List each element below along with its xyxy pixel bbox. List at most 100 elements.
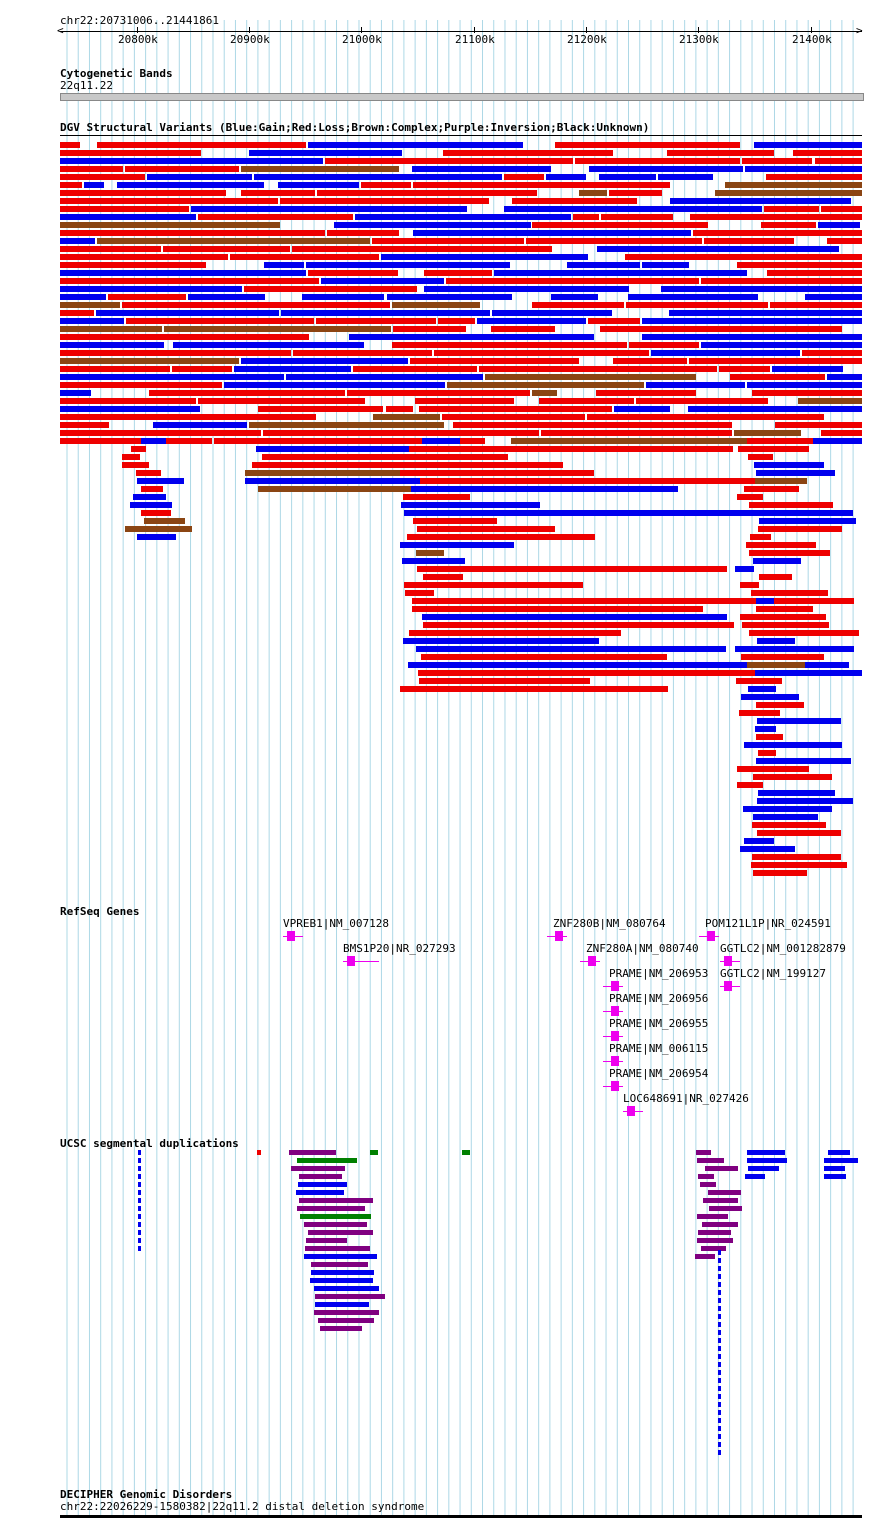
sv-feature[interactable] xyxy=(741,654,824,660)
sv-feature[interactable] xyxy=(669,310,862,316)
sv-feature[interactable] xyxy=(413,518,497,524)
sv-feature[interactable] xyxy=(756,470,835,476)
sv-feature[interactable] xyxy=(417,566,727,572)
segdup-feature[interactable] xyxy=(718,1298,721,1303)
sv-feature[interactable] xyxy=(60,182,82,188)
sv-feature[interactable] xyxy=(410,454,460,460)
segdup-feature[interactable] xyxy=(138,1198,141,1203)
sv-feature[interactable] xyxy=(401,502,540,508)
sv-feature[interactable] xyxy=(252,462,561,468)
sv-feature[interactable] xyxy=(412,598,854,604)
sv-feature[interactable] xyxy=(442,414,585,420)
sv-feature[interactable] xyxy=(737,766,809,772)
sv-feature[interactable] xyxy=(422,438,460,444)
segdup-feature[interactable] xyxy=(697,1238,733,1243)
segdup-feature[interactable] xyxy=(300,1214,371,1219)
sv-feature[interactable] xyxy=(758,750,776,756)
sv-feature[interactable] xyxy=(60,150,201,156)
gene-model[interactable] xyxy=(343,961,379,962)
sv-feature[interactable] xyxy=(821,430,862,436)
sv-feature[interactable] xyxy=(108,294,186,300)
sv-feature[interactable] xyxy=(412,166,551,172)
sv-feature[interactable] xyxy=(775,422,862,428)
segdup-feature[interactable] xyxy=(700,1182,716,1187)
sv-feature[interactable] xyxy=(735,646,854,652)
gene-label[interactable]: PRAME|NM_206956 xyxy=(609,992,709,1005)
sv-feature[interactable] xyxy=(755,670,862,676)
sv-feature[interactable] xyxy=(770,302,862,308)
segdup-feature[interactable] xyxy=(257,1150,261,1155)
sv-feature[interactable] xyxy=(387,294,512,300)
sv-feature[interactable] xyxy=(60,422,109,428)
sv-feature[interactable] xyxy=(754,462,824,468)
sv-feature[interactable] xyxy=(492,310,612,316)
segdup-feature[interactable] xyxy=(828,1150,850,1155)
sv-feature[interactable] xyxy=(125,526,192,532)
segdup-feature[interactable] xyxy=(718,1338,721,1343)
segdup-feature[interactable] xyxy=(138,1158,141,1163)
sv-feature[interactable] xyxy=(757,798,853,804)
sv-feature[interactable] xyxy=(599,174,656,180)
sv-feature[interactable] xyxy=(745,166,862,172)
sv-feature[interactable] xyxy=(734,430,801,436)
sv-feature[interactable] xyxy=(258,406,383,412)
segdup-feature[interactable] xyxy=(314,1286,379,1291)
sv-feature[interactable] xyxy=(749,630,859,636)
sv-feature[interactable] xyxy=(392,302,480,308)
sv-feature[interactable] xyxy=(753,870,807,876)
gene-label[interactable]: PRAME|NM_006115 xyxy=(609,1042,709,1055)
sv-feature[interactable] xyxy=(755,726,776,732)
segdup-feature[interactable] xyxy=(697,1214,728,1219)
segdup-feature[interactable] xyxy=(718,1378,721,1383)
sv-feature[interactable] xyxy=(245,470,477,476)
segdup-feature[interactable] xyxy=(289,1150,336,1155)
sv-feature[interactable] xyxy=(625,254,862,260)
sv-feature[interactable] xyxy=(539,398,634,404)
sv-feature[interactable] xyxy=(149,390,345,396)
sv-feature[interactable] xyxy=(373,414,440,420)
segdup-feature[interactable] xyxy=(718,1314,721,1319)
sv-feature[interactable] xyxy=(434,350,649,356)
sv-feature[interactable] xyxy=(739,710,780,716)
sv-feature[interactable] xyxy=(690,214,862,220)
sv-feature[interactable] xyxy=(802,350,862,356)
sv-feature[interactable] xyxy=(491,326,555,332)
sv-feature[interactable] xyxy=(263,430,539,436)
sv-feature[interactable] xyxy=(752,822,826,828)
segdup-feature[interactable] xyxy=(138,1246,141,1251)
gene-label[interactable]: VPREB1|NM_007128 xyxy=(283,917,389,930)
sv-feature[interactable] xyxy=(392,342,627,348)
sv-feature[interactable] xyxy=(704,238,794,244)
sv-feature[interactable] xyxy=(372,238,524,244)
segdup-feature[interactable] xyxy=(745,1174,765,1179)
sv-feature[interactable] xyxy=(737,494,763,500)
sv-feature[interactable] xyxy=(740,614,826,620)
sv-feature[interactable] xyxy=(254,174,502,180)
sv-feature[interactable] xyxy=(84,182,104,188)
sv-feature[interactable] xyxy=(735,566,754,572)
sv-feature[interactable] xyxy=(818,222,860,228)
sv-feature[interactable] xyxy=(759,518,856,524)
segdup-feature[interactable] xyxy=(695,1254,715,1259)
sv-feature[interactable] xyxy=(532,302,624,308)
sv-feature[interactable] xyxy=(302,294,384,300)
sv-feature[interactable] xyxy=(748,686,776,692)
sv-feature[interactable] xyxy=(667,150,774,156)
sv-feature[interactable] xyxy=(749,502,833,508)
sv-feature[interactable] xyxy=(772,366,843,372)
sv-feature[interactable] xyxy=(793,150,862,156)
sv-feature[interactable] xyxy=(419,678,590,684)
segdup-feature[interactable] xyxy=(291,1166,345,1171)
sv-feature[interactable] xyxy=(122,462,149,468)
gene-exon[interactable] xyxy=(611,1031,619,1041)
segdup-feature[interactable] xyxy=(718,1266,721,1271)
sv-feature[interactable] xyxy=(424,286,629,292)
sv-feature[interactable] xyxy=(60,174,145,180)
segdup-feature[interactable] xyxy=(747,1150,785,1155)
segdup-feature[interactable] xyxy=(709,1206,742,1211)
sv-feature[interactable] xyxy=(485,374,696,380)
dgv-track-title[interactable]: DGV Structural Variants (Blue:Gain;Red:L… xyxy=(60,121,650,134)
segdup-feature[interactable] xyxy=(138,1238,141,1243)
segdup-feature[interactable] xyxy=(718,1322,721,1327)
sv-feature[interactable] xyxy=(60,222,280,228)
